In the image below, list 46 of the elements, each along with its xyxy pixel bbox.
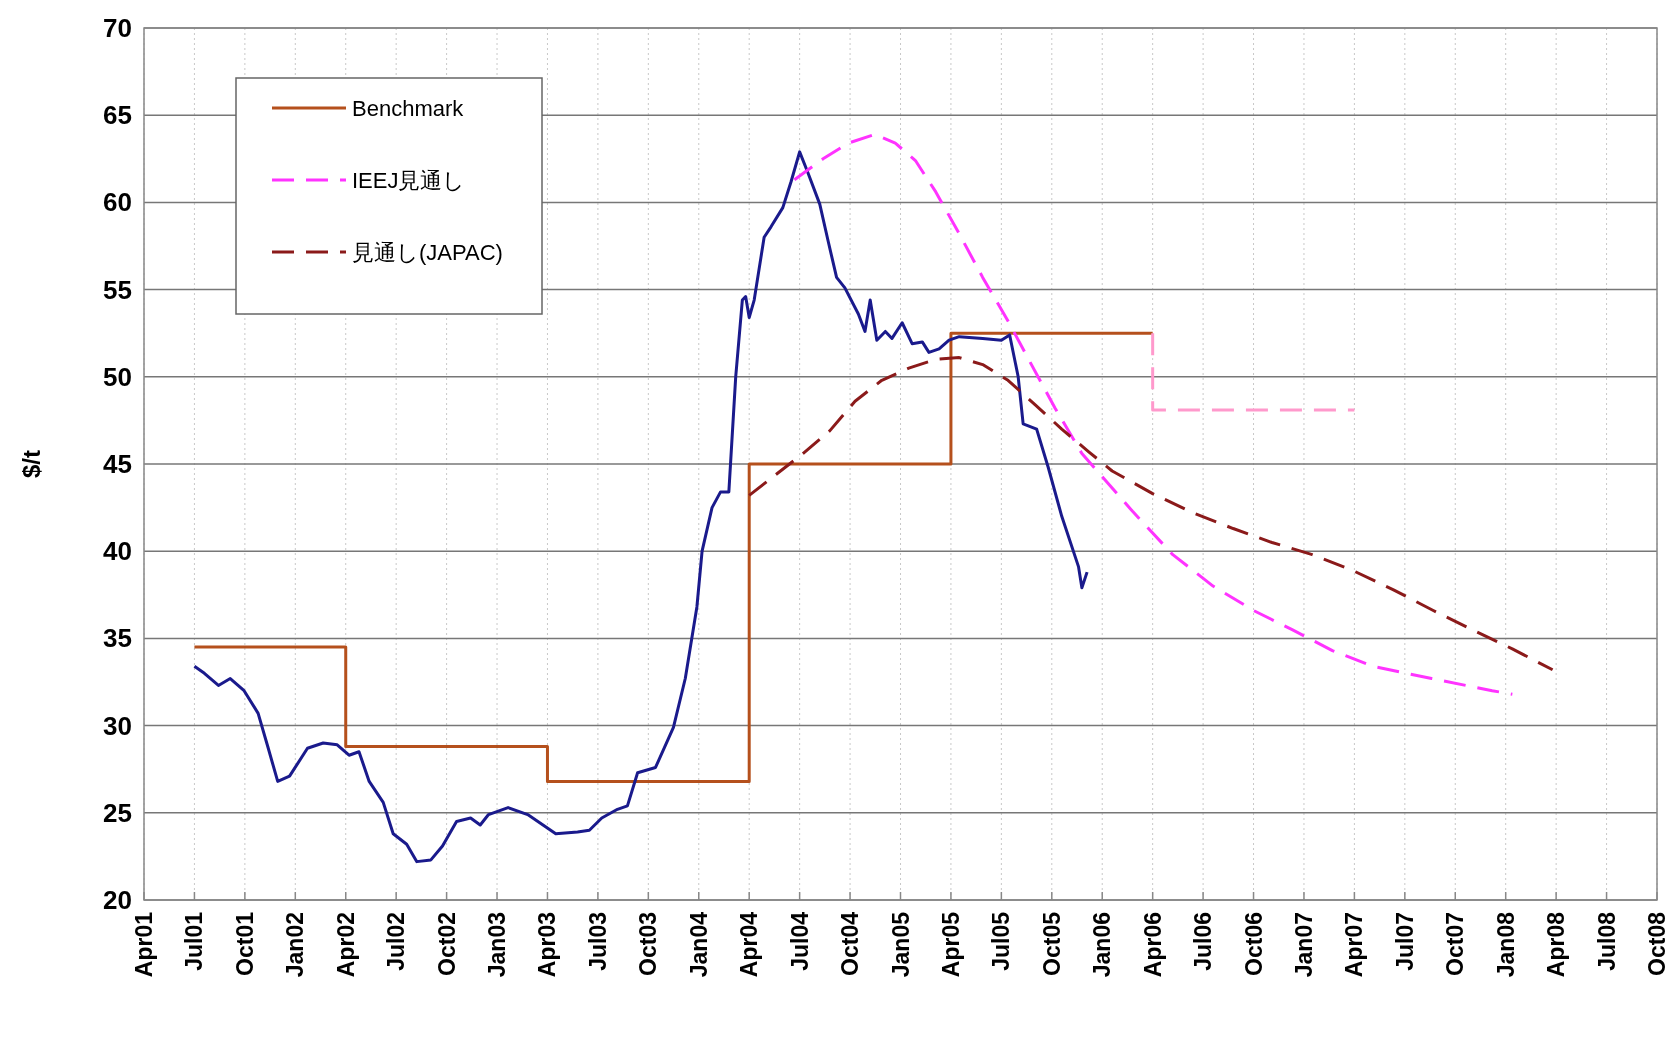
x-tick-label: Jul01 bbox=[181, 911, 208, 971]
x-tick-label: Jan05 bbox=[887, 911, 914, 978]
x-tick-label: Oct05 bbox=[1038, 911, 1065, 976]
x-tick-label: Oct04 bbox=[837, 911, 864, 976]
x-tick-label: Apr01 bbox=[131, 911, 157, 978]
x-tick-label: Jan04 bbox=[685, 911, 712, 978]
y-axis-title: $/t bbox=[18, 449, 45, 479]
y-tick-label: 50 bbox=[103, 361, 132, 392]
x-tick-label: Jul08 bbox=[1593, 911, 1620, 971]
x-tick-label: Apr04 bbox=[736, 911, 763, 978]
x-tick-label: Apr02 bbox=[332, 912, 359, 978]
x-tick-label: Jul05 bbox=[988, 911, 1015, 971]
x-tick-label: Jan03 bbox=[484, 912, 511, 978]
legend-label: 見通し(JAPAC) bbox=[352, 240, 503, 265]
x-tick-label: Jul07 bbox=[1391, 912, 1418, 971]
y-tick-label: 55 bbox=[103, 274, 132, 305]
legend-label: Benchmark bbox=[352, 96, 465, 121]
legend-label: IEEJ見通し bbox=[352, 168, 466, 193]
x-tick-label: Jul04 bbox=[786, 911, 813, 971]
x-tick-label: Jan08 bbox=[1492, 911, 1519, 978]
x-tick-label: Jul06 bbox=[1190, 912, 1217, 971]
y-tick-label: 25 bbox=[103, 797, 132, 828]
x-tick-label: Apr08 bbox=[1543, 911, 1570, 978]
y-tick-label: 20 bbox=[103, 885, 132, 915]
x-tick-label: Jul03 bbox=[584, 912, 611, 971]
x-tick-label: Apr07 bbox=[1341, 912, 1368, 978]
x-tick-label: Jan02 bbox=[282, 912, 309, 978]
y-tick-label: 45 bbox=[103, 449, 132, 479]
x-tick-label: Oct08 bbox=[1644, 911, 1670, 976]
y-tick-label: 65 bbox=[103, 100, 132, 131]
x-tick-label: Oct01 bbox=[231, 911, 258, 976]
x-tick-label: Oct02 bbox=[433, 912, 460, 976]
x-tick-label: Oct03 bbox=[635, 912, 662, 976]
y-tick-label: 70 bbox=[103, 13, 132, 43]
x-tick-label: Jan06 bbox=[1089, 912, 1116, 978]
x-tick-label: Jul02 bbox=[383, 912, 410, 971]
x-tick-label: Apr03 bbox=[534, 912, 561, 978]
x-tick-label: Oct06 bbox=[1240, 912, 1267, 976]
x-tick-label: Jan07 bbox=[1290, 912, 1317, 978]
y-tick-label: 30 bbox=[103, 710, 132, 741]
x-tick-label: Apr06 bbox=[1139, 912, 1166, 978]
x-tick-label: Apr05 bbox=[937, 911, 964, 978]
y-tick-label: 40 bbox=[103, 536, 132, 567]
y-tick-label: 60 bbox=[103, 187, 132, 218]
x-tick-label: Oct07 bbox=[1442, 912, 1469, 976]
y-tick-label: 35 bbox=[103, 623, 132, 654]
